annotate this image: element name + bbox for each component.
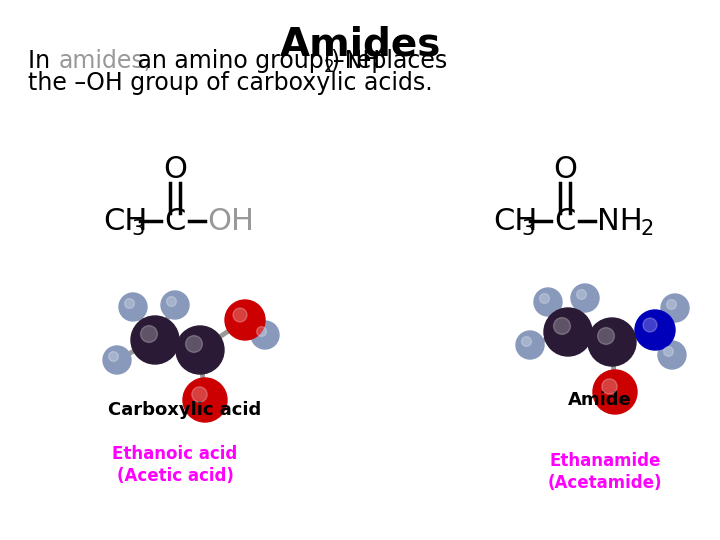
Circle shape [571,284,599,312]
Circle shape [119,293,147,321]
Text: O: O [163,156,187,185]
Circle shape [516,331,544,359]
Circle shape [534,288,562,316]
Text: Carboxylic acid: Carboxylic acid [109,401,261,419]
Circle shape [588,318,636,366]
Text: 3: 3 [131,219,144,239]
Circle shape [140,326,158,342]
Circle shape [664,347,673,356]
Circle shape [176,326,224,374]
Text: O: O [553,156,577,185]
Text: Amides: Amides [279,25,441,63]
Text: amides,: amides, [58,49,152,73]
Text: 2: 2 [324,58,334,76]
Circle shape [661,294,689,322]
Circle shape [109,352,118,361]
Circle shape [186,335,202,353]
Text: Ethanamide
(Acetamide): Ethanamide (Acetamide) [548,452,662,492]
Text: OH: OH [207,206,254,235]
Circle shape [658,341,686,369]
Circle shape [554,318,570,334]
Text: In: In [28,49,58,73]
Circle shape [598,328,614,345]
Circle shape [192,387,207,402]
Circle shape [251,321,279,349]
Text: an amino group(–NH: an amino group(–NH [130,49,380,73]
Circle shape [643,318,657,332]
Circle shape [256,327,266,336]
Circle shape [539,294,549,303]
Text: the –OH group of carboxylic acids.: the –OH group of carboxylic acids. [28,71,433,95]
Text: C: C [554,206,576,235]
Circle shape [544,308,592,356]
Circle shape [225,300,265,340]
Circle shape [125,299,135,308]
Circle shape [635,310,675,350]
Text: Ethanoic acid
(Acetic acid): Ethanoic acid (Acetic acid) [112,445,238,485]
Circle shape [521,336,531,346]
Text: CH: CH [103,206,148,235]
Text: 3: 3 [521,219,534,239]
Text: NH: NH [597,206,643,235]
Circle shape [183,378,227,422]
Text: Amide: Amide [568,391,632,409]
Text: ) replaces: ) replaces [331,49,447,73]
Circle shape [593,370,637,414]
Circle shape [667,300,676,309]
Circle shape [233,308,247,322]
Circle shape [103,346,131,374]
Circle shape [161,291,189,319]
Circle shape [602,379,617,394]
Circle shape [166,296,176,306]
Text: C: C [164,206,186,235]
Circle shape [577,289,586,299]
Text: CH: CH [493,206,537,235]
Text: 2: 2 [640,219,653,239]
Circle shape [131,316,179,364]
